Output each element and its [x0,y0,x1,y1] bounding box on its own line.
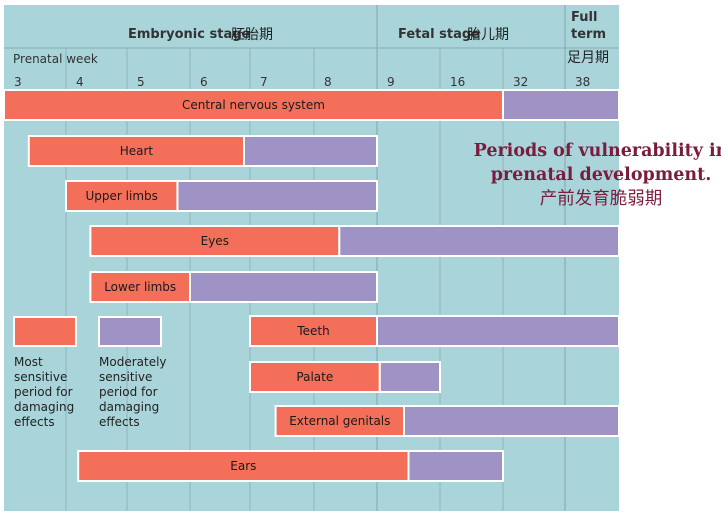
bar-moderate-segment [243,135,378,167]
legend-text-line: sensitive [99,370,152,384]
bar-most-segment [3,89,504,121]
legend-text-line: Most [14,355,43,369]
bar-most-segment [89,271,191,303]
bar-moderate-segment [378,361,442,393]
legend-text-line: effects [14,415,55,429]
bar-label: Upper limbs [86,189,158,203]
bar-label: Teeth [296,324,329,338]
bar-most-segment [249,315,378,347]
bar-moderate-segment [176,180,378,212]
stage-full-term-label-line1: Full [571,10,597,25]
stage-embryonic-label: Embryonic stage [128,27,251,42]
stage-fetal-cn-label: 胎儿期 [467,27,509,43]
legend-text-line: Moderately [99,355,167,369]
bar-most-segment [27,135,245,167]
legend-text-line: period for [14,385,73,399]
bar-most-segment [249,361,381,393]
week-tick-label: 8 [324,75,332,89]
week-tick-labels: 3 4 5 6 7 8 9 16 32 38 [14,75,590,89]
week-tick-label: 9 [387,75,395,89]
week-tick-label: 5 [137,75,145,89]
bar-label: Ears [230,459,256,473]
bar-most-segment [274,405,405,437]
bar-label: Palate [296,370,333,384]
bar-moderate-segment [502,89,620,121]
week-tick-label: 16 [450,75,465,89]
caption: Periods of vulnerability in prenatal dev… [470,139,721,211]
bar-label: Lower limbs [104,280,176,294]
bar-moderate-segment [403,405,620,437]
legend-text-line: damaging [99,400,159,414]
x-axis-label: Prenatal week [13,52,98,66]
stage-embryonic-cn-label: 胚胎期 [231,27,273,43]
bar-moderate-segment [338,225,620,257]
week-tick-label: 38 [575,75,590,89]
bar-label: Heart [120,144,154,158]
legend-text-line: sensitive [14,370,67,384]
legend-text-line: effects [99,415,140,429]
bar-label: Central nervous system [182,98,325,112]
bar-moderate-segment [407,450,504,482]
stage-header: Embryonic stage 胚胎期 Fetal stage 胎儿期 Full… [13,10,609,66]
stage-fetal-label: Fetal stage [398,27,480,42]
caption-line1: Periods of vulnerability in [473,141,721,161]
bar-most-segment [89,225,341,257]
week-tick-label: 4 [76,75,84,89]
stage-full-term-cn-label: 足月期 [567,50,609,66]
legend-moderate-swatch [98,316,162,347]
bar-moderate-segment [376,315,620,347]
week-tick-label: 32 [513,75,528,89]
week-tick-label: 3 [14,75,22,89]
legend-most-swatch [13,316,77,347]
stage-full-term-label-line2: term [571,27,606,42]
bars: Central nervous system Heart Upper limbs Ey… [3,89,620,482]
bar-label: Eyes [201,234,229,248]
bar-label: External genitals [289,414,390,428]
bar-most-segment [77,450,410,482]
week-tick-label: 6 [200,75,208,89]
week-tick-label: 7 [260,75,268,89]
caption-line3: 产前发育脆弱期 [539,189,663,209]
legend-text-line: period for [99,385,158,399]
legend-text-line: damaging [14,400,74,414]
bar-most-segment [65,180,179,212]
caption-line2: prenatal development. [490,165,712,185]
bar-moderate-segment [189,271,378,303]
